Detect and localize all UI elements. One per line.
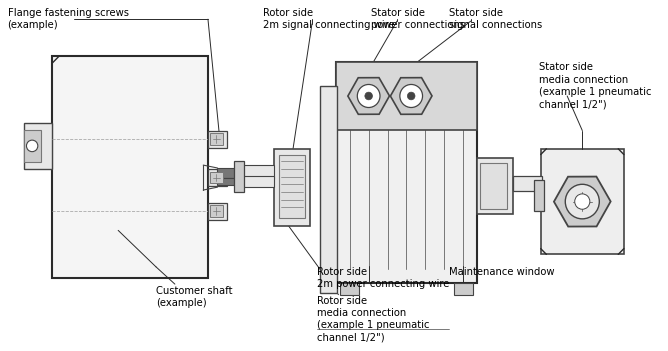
Bar <box>478 158 513 214</box>
Bar <box>208 131 227 148</box>
Bar <box>23 123 52 169</box>
Bar <box>210 133 223 145</box>
Text: Stator side
signal connections: Stator side signal connections <box>449 8 542 30</box>
Circle shape <box>27 140 38 152</box>
Circle shape <box>574 194 590 209</box>
Bar <box>335 62 478 283</box>
Bar <box>52 56 208 278</box>
Bar <box>513 176 542 191</box>
Text: Rotor side
media connection
(example 1 pneumatic
channel 1/2"): Rotor side media connection (example 1 p… <box>317 296 429 343</box>
Circle shape <box>365 92 373 100</box>
Bar <box>217 168 236 178</box>
Bar <box>534 180 544 211</box>
Bar <box>210 172 223 183</box>
Bar <box>23 130 41 162</box>
Bar <box>480 163 506 209</box>
Bar <box>234 161 244 192</box>
Bar <box>340 283 359 295</box>
Text: Rotor side
2m signal connecting wire: Rotor side 2m signal connecting wire <box>263 8 394 30</box>
Bar <box>279 155 305 218</box>
Bar <box>208 203 227 220</box>
Bar <box>210 205 223 217</box>
Text: Stator side
power connections: Stator side power connections <box>371 8 466 30</box>
Text: Stator side
media connection
(example 1 pneumatic
channel 1/2"): Stator side media connection (example 1 … <box>539 62 651 110</box>
Bar <box>241 165 274 179</box>
Circle shape <box>565 184 599 219</box>
Text: Rotor side
2m power connecting wire: Rotor side 2m power connecting wire <box>317 267 449 289</box>
Bar <box>319 86 337 293</box>
Bar <box>540 149 624 254</box>
Circle shape <box>357 85 380 107</box>
Bar <box>454 283 473 295</box>
Bar <box>208 169 227 186</box>
Bar <box>274 149 310 226</box>
Bar <box>335 62 478 130</box>
Circle shape <box>400 85 423 107</box>
Text: Maintenance window: Maintenance window <box>449 267 554 277</box>
Bar <box>241 176 274 187</box>
Bar <box>217 178 236 185</box>
Circle shape <box>407 92 415 100</box>
Text: Customer shaft
(example): Customer shaft (example) <box>156 286 232 309</box>
Text: Flange fastening screws
(example): Flange fastening screws (example) <box>7 8 128 30</box>
